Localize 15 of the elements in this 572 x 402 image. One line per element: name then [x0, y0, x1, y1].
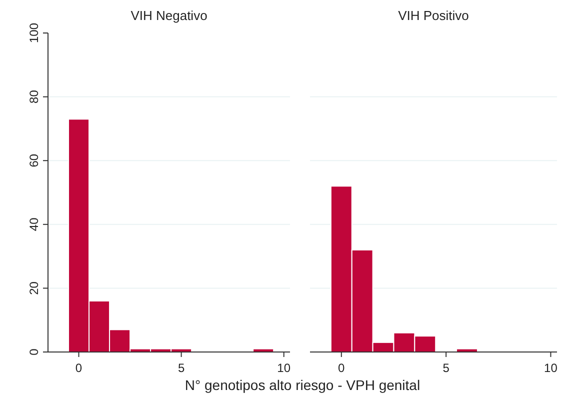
y-tick-label: 80	[27, 90, 41, 104]
x-axis-title: N° genotipos alto riesgo - VPH genital	[184, 377, 420, 393]
x-tick-label: 0	[75, 361, 82, 375]
x-tick-label: 5	[442, 361, 450, 375]
y-tick-label: 0	[27, 348, 41, 356]
chart-title: VIH Positivo	[398, 8, 469, 23]
x-tick-label: 5	[178, 361, 185, 375]
y-tick-label: 60	[27, 154, 41, 168]
y-tick-label: 20	[27, 281, 41, 295]
chart-title: VIH Negativo	[130, 8, 208, 23]
x-tick-label: 0	[338, 361, 346, 375]
x-tick-label: 10	[277, 361, 291, 375]
y-tick-label: 100	[27, 22, 41, 44]
x-tick-label: 10	[544, 361, 558, 375]
y-tick-label: 40	[27, 217, 41, 232]
